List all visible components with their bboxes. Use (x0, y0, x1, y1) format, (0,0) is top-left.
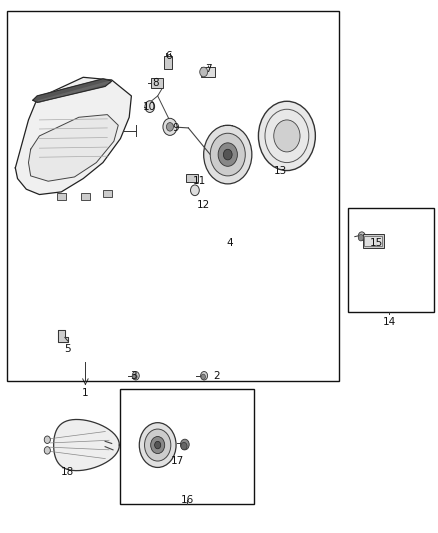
Text: 13: 13 (274, 166, 287, 175)
Circle shape (181, 442, 187, 450)
Polygon shape (28, 115, 118, 181)
Bar (7, 11, 339, 381)
Circle shape (191, 185, 199, 196)
Circle shape (145, 429, 171, 461)
Circle shape (358, 235, 364, 241)
Bar (348, 208, 434, 312)
Text: 17: 17 (171, 456, 184, 466)
Text: 10: 10 (142, 102, 155, 111)
Bar (364, 236, 382, 246)
Circle shape (204, 125, 252, 184)
Circle shape (132, 372, 139, 380)
Text: 5: 5 (64, 344, 71, 354)
Bar (103, 190, 112, 197)
Circle shape (201, 374, 205, 379)
Text: 4: 4 (226, 238, 233, 247)
Bar (151, 78, 163, 88)
Polygon shape (15, 77, 131, 195)
Bar (81, 193, 90, 200)
Circle shape (163, 118, 177, 135)
Circle shape (44, 436, 50, 443)
Text: 6: 6 (165, 51, 172, 61)
Bar (186, 174, 198, 182)
Circle shape (223, 149, 232, 160)
Bar (164, 56, 172, 69)
Circle shape (44, 447, 50, 454)
Polygon shape (58, 330, 68, 342)
Text: 2: 2 (213, 371, 220, 381)
Bar (57, 193, 66, 200)
Text: 11: 11 (193, 176, 206, 186)
Circle shape (358, 232, 365, 240)
Circle shape (210, 133, 245, 176)
Circle shape (200, 67, 208, 77)
Bar (363, 234, 384, 248)
Text: 9: 9 (172, 123, 179, 133)
Polygon shape (54, 419, 119, 471)
Circle shape (218, 143, 237, 166)
Circle shape (145, 101, 155, 112)
Circle shape (133, 374, 137, 379)
Text: 16: 16 (181, 495, 194, 505)
Circle shape (139, 423, 176, 467)
Circle shape (274, 120, 300, 152)
Text: 18: 18 (61, 467, 74, 477)
Circle shape (151, 437, 165, 454)
Text: 3: 3 (130, 371, 137, 381)
Circle shape (166, 123, 173, 131)
Bar (120, 389, 254, 504)
Text: 7: 7 (205, 64, 212, 74)
Text: 15: 15 (370, 238, 383, 247)
Text: 8: 8 (152, 78, 159, 87)
Circle shape (258, 101, 315, 171)
Text: 12: 12 (197, 200, 210, 210)
Circle shape (155, 441, 161, 449)
Polygon shape (33, 79, 112, 102)
Circle shape (201, 372, 208, 380)
Circle shape (180, 439, 189, 450)
Text: 14: 14 (382, 318, 396, 327)
Text: 1: 1 (82, 389, 89, 398)
Bar (201, 67, 215, 77)
